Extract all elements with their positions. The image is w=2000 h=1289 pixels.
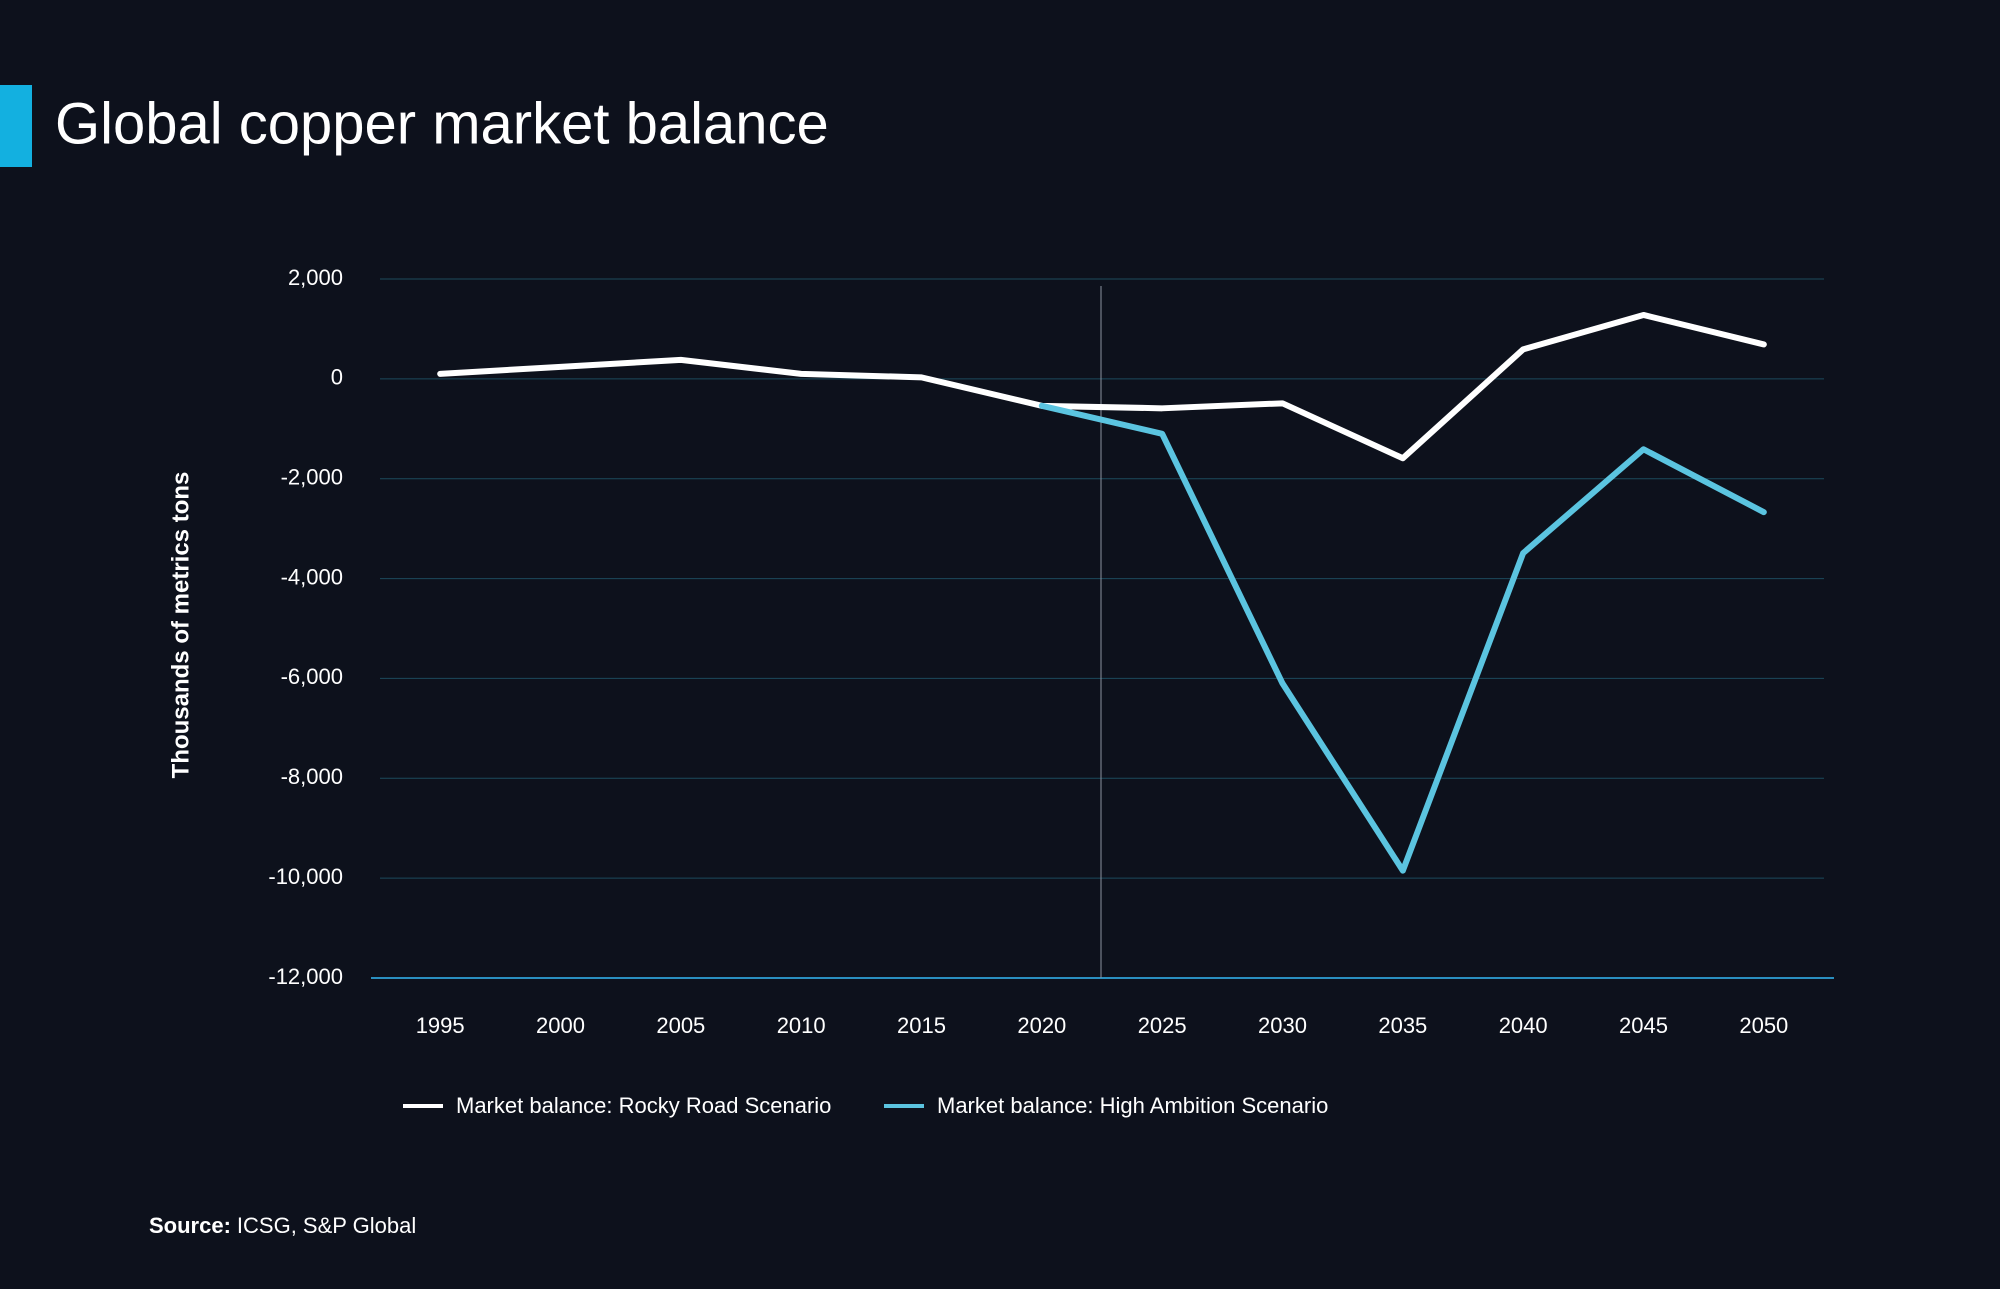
- x-tick-label: 1995: [416, 1013, 465, 1038]
- x-tick-label: 2025: [1138, 1013, 1187, 1038]
- legend-label: Market balance: High Ambition Scenario: [937, 1093, 1328, 1118]
- source: Source: ICSG, S&P Global: [149, 1213, 416, 1238]
- title-accent: [0, 85, 32, 167]
- x-tick-label: 2035: [1378, 1013, 1427, 1038]
- x-tick-label: 2010: [777, 1013, 826, 1038]
- plot: Market balance: Rocky Road Scenario Marke…: [403, 311, 1767, 1118]
- x-tick-label: 2005: [656, 1013, 705, 1038]
- y-tick-label: 2,000: [288, 265, 343, 290]
- x-tick-label: 2045: [1619, 1013, 1668, 1038]
- series-line: [437, 311, 1767, 462]
- chart-title: Global copper market balance: [55, 91, 829, 156]
- series-line: [1038, 402, 1767, 874]
- y-tick-label: 0: [331, 365, 343, 390]
- x-tick-label: 2020: [1017, 1013, 1066, 1038]
- source-text: ICSG, S&P Global: [237, 1213, 416, 1238]
- y-axis-label: Thousands of metrics tons: [167, 472, 194, 779]
- x-tick-label: 2050: [1739, 1013, 1788, 1038]
- legend-label: Market balance: Rocky Road Scenario: [456, 1093, 831, 1118]
- source-label: Source:: [149, 1213, 231, 1238]
- x-tick-label: 2015: [897, 1013, 946, 1038]
- y-tick-label: -8,000: [281, 764, 343, 789]
- x-tick-label: 2000: [536, 1013, 585, 1038]
- x-tick-label: 2030: [1258, 1013, 1307, 1038]
- x-tick-label: 2040: [1499, 1013, 1548, 1038]
- y-tick-label: -2,000: [281, 465, 343, 490]
- y-tick-label: -6,000: [281, 664, 343, 689]
- y-tick-label: -12,000: [268, 964, 343, 989]
- y-tick-label: -4,000: [281, 564, 343, 589]
- grid: [371, 278, 1834, 979]
- y-tick-label: -10,000: [268, 864, 343, 889]
